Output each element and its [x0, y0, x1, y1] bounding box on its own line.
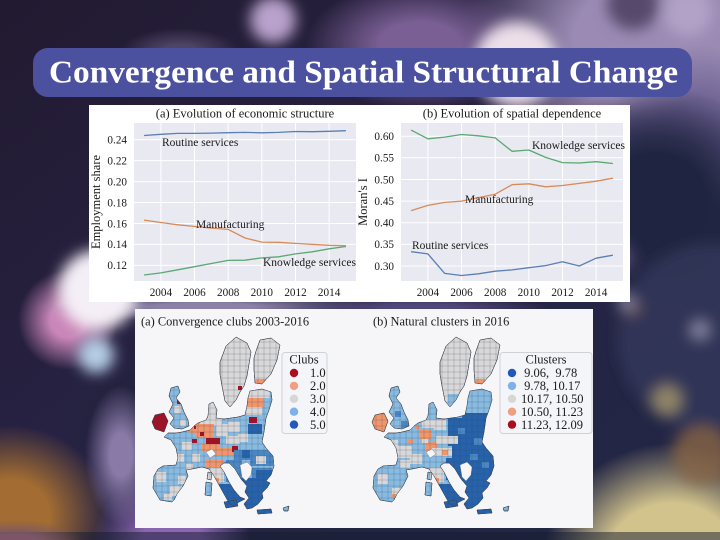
svg-text:0.12: 0.12 — [107, 260, 127, 272]
svg-text:Employment share: Employment share — [89, 155, 103, 250]
svg-text:2012: 2012 — [284, 287, 306, 299]
svg-text:Knowledge services: Knowledge services — [532, 140, 625, 152]
svg-text:0.50: 0.50 — [374, 174, 394, 186]
svg-text:Routine services: Routine services — [412, 240, 489, 252]
svg-text:3.0: 3.0 — [310, 392, 326, 406]
svg-text:0.22: 0.22 — [107, 155, 127, 167]
svg-text:0.45: 0.45 — [374, 196, 394, 208]
svg-text:2.0: 2.0 — [310, 379, 326, 393]
svg-text:Convergence and Spatial Struct: Convergence and Spatial Structural Chang… — [49, 55, 678, 90]
svg-text:0.40: 0.40 — [374, 218, 394, 230]
svg-text:9.06, 9.78: 9.06, 9.78 — [521, 366, 577, 380]
svg-text:0.55: 0.55 — [374, 153, 394, 165]
svg-text:2010: 2010 — [518, 287, 541, 299]
svg-text:0.35: 0.35 — [374, 239, 394, 251]
svg-text:11.23, 12.09: 11.23, 12.09 — [521, 418, 583, 432]
svg-text:Manufacturing: Manufacturing — [465, 194, 534, 206]
svg-text:2010: 2010 — [251, 287, 274, 299]
svg-text:9.78, 10.17: 9.78, 10.17 — [521, 379, 580, 393]
svg-text:0.16: 0.16 — [107, 218, 127, 230]
svg-text:Manufacturing: Manufacturing — [196, 219, 265, 231]
svg-text:0.14: 0.14 — [107, 239, 127, 251]
svg-text:2004: 2004 — [417, 287, 440, 299]
svg-text:0.60: 0.60 — [374, 131, 394, 143]
svg-text:(b) Natural clusters in 2016: (b) Natural clusters in 2016 — [373, 315, 509, 329]
svg-text:1.0: 1.0 — [310, 366, 326, 380]
svg-text:2008: 2008 — [217, 287, 240, 299]
svg-text:0.20: 0.20 — [107, 176, 127, 188]
svg-text:(a) Evolution of economic stru: (a) Evolution of economic structure — [156, 107, 335, 121]
svg-text:2012: 2012 — [551, 287, 573, 299]
svg-text:10.17, 10.50: 10.17, 10.50 — [521, 392, 584, 406]
svg-text:4.0: 4.0 — [310, 405, 326, 419]
svg-text:0.24: 0.24 — [107, 135, 127, 147]
svg-text:(b) Evolution of spatial depen: (b) Evolution of spatial dependence — [423, 107, 602, 121]
svg-text:2008: 2008 — [484, 287, 507, 299]
svg-text:2014: 2014 — [585, 287, 608, 299]
svg-text:Knowledge services: Knowledge services — [263, 257, 356, 269]
svg-text:0.18: 0.18 — [107, 197, 127, 209]
svg-text:0.30: 0.30 — [374, 261, 394, 273]
svg-text:2006: 2006 — [183, 287, 206, 299]
svg-text:5.0: 5.0 — [310, 418, 326, 432]
svg-text:10.50, 11.23: 10.50, 11.23 — [521, 405, 583, 419]
svg-text:2004: 2004 — [150, 287, 173, 299]
svg-text:Routine services: Routine services — [162, 137, 239, 149]
svg-text:Clubs: Clubs — [289, 352, 318, 366]
svg-text:Clusters: Clusters — [526, 352, 567, 366]
svg-text:2014: 2014 — [318, 287, 341, 299]
svg-text:(a) Convergence clubs 2003-201: (a) Convergence clubs 2003-2016 — [141, 315, 309, 329]
svg-text:2006: 2006 — [450, 287, 473, 299]
svg-text:Moran's I: Moran's I — [356, 178, 370, 226]
